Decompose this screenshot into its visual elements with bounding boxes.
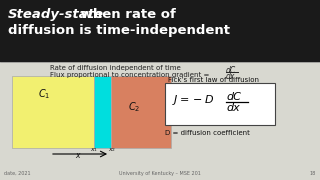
Text: dC: dC — [226, 92, 241, 102]
Text: date, 2021: date, 2021 — [4, 171, 31, 176]
Bar — [165, 83, 275, 125]
Text: D = diffusion coefficient: D = diffusion coefficient — [165, 130, 250, 136]
Text: when rate of: when rate of — [76, 8, 176, 21]
Text: University of Kentucky – MSE 201: University of Kentucky – MSE 201 — [119, 171, 201, 176]
Text: $J = -D$: $J = -D$ — [172, 93, 214, 107]
Text: $x_1$: $x_1$ — [90, 146, 98, 154]
Text: $C_1$: $C_1$ — [38, 87, 51, 101]
Text: dx: dx — [226, 72, 236, 81]
Text: $x_2$: $x_2$ — [108, 146, 116, 154]
Bar — [0, 0, 320, 62]
Text: Steady-state: Steady-state — [8, 8, 104, 21]
Text: dC: dC — [226, 66, 236, 75]
Text: diffusion is time-independent: diffusion is time-independent — [8, 24, 230, 37]
Text: $C_2$: $C_2$ — [128, 100, 140, 114]
Text: Fick’s first law of diffusion: Fick’s first law of diffusion — [168, 77, 259, 83]
Text: $x$: $x$ — [75, 151, 82, 160]
Bar — [94, 76, 111, 148]
Text: Rate of diffusion independent of time: Rate of diffusion independent of time — [50, 65, 181, 71]
Text: 18: 18 — [310, 171, 316, 176]
Bar — [111, 76, 171, 148]
Bar — [12, 76, 94, 148]
Text: Flux proportional to concentration gradient =: Flux proportional to concentration gradi… — [50, 72, 209, 78]
Text: dx: dx — [226, 103, 240, 113]
